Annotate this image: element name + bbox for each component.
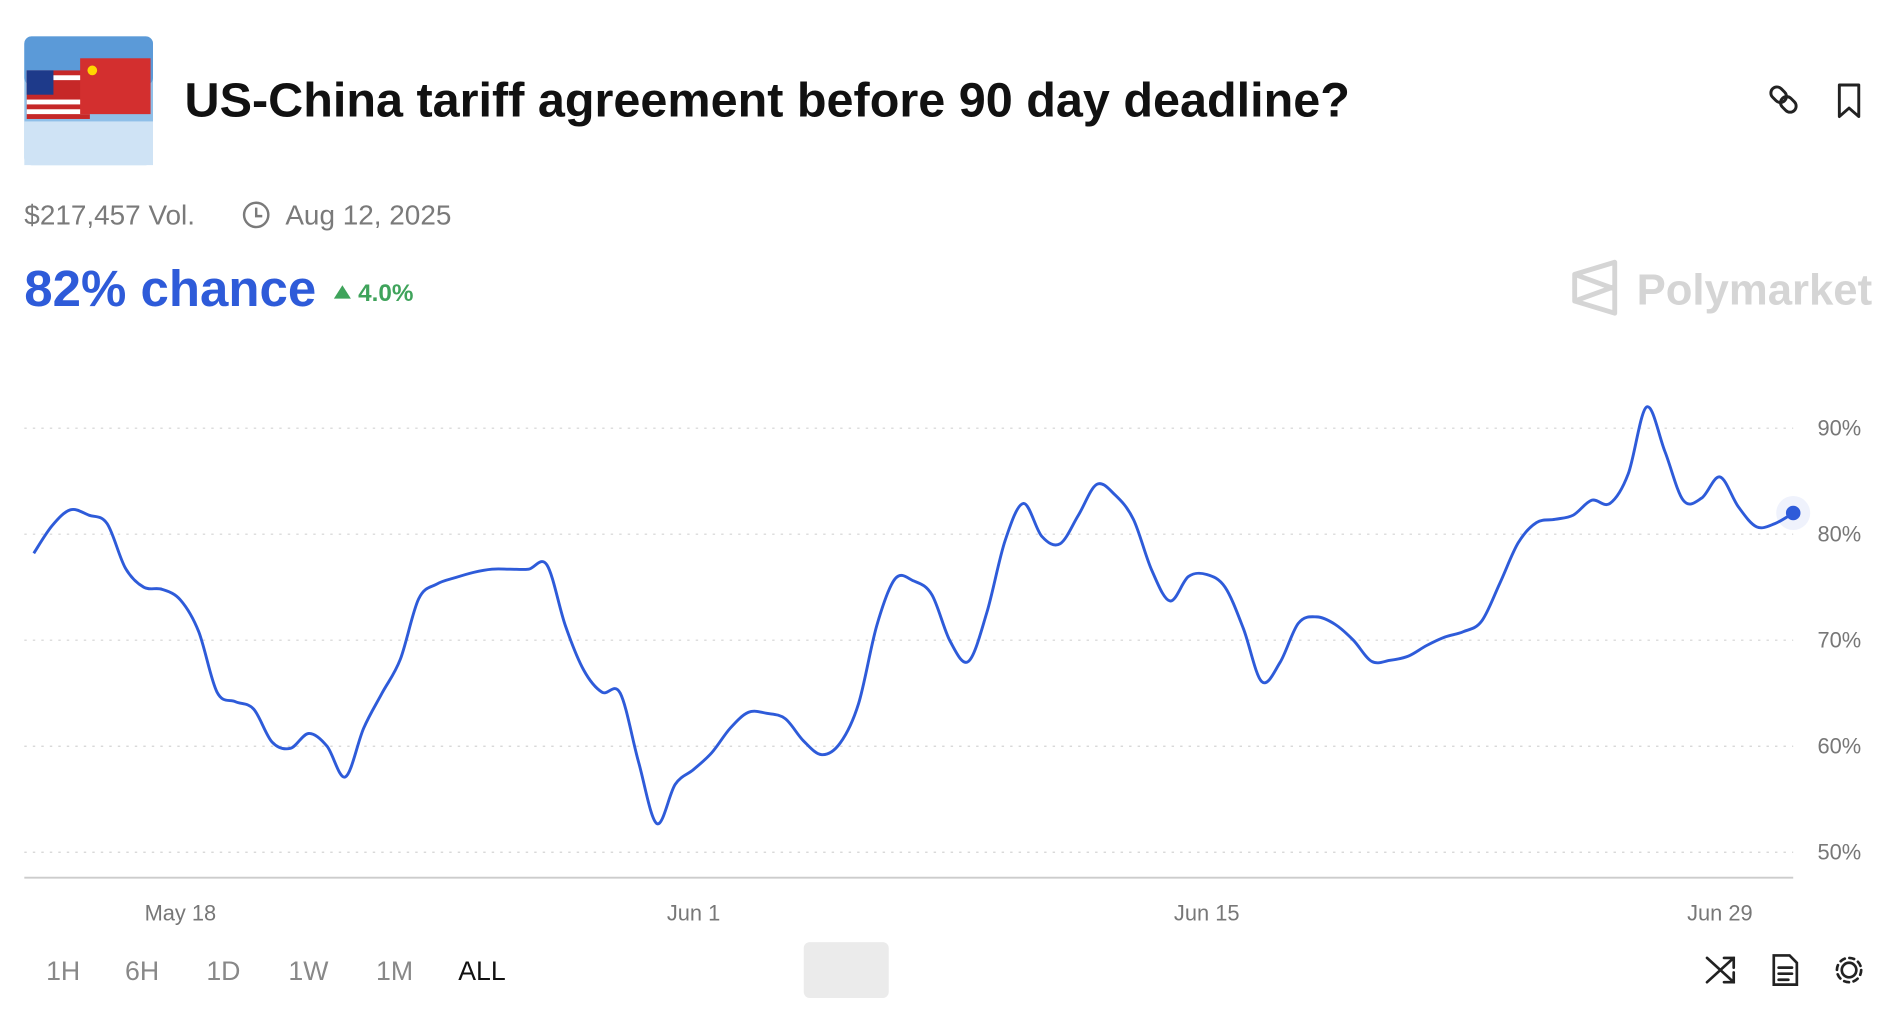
- chance: 82% chance: [24, 260, 316, 317]
- range-label: 6H: [125, 956, 159, 986]
- thumbnail: [24, 36, 153, 166]
- x-tick-label: May 18: [145, 900, 217, 925]
- range-label: 1M: [376, 956, 413, 986]
- range-label: 1W: [288, 956, 329, 986]
- range-label: ALL: [458, 956, 506, 986]
- notes-button[interactable]: [1772, 954, 1799, 986]
- up-arrow: [333, 285, 351, 299]
- title: US-China tariff agreement before 90 day …: [185, 74, 1350, 128]
- range-label: 1D: [206, 956, 240, 986]
- toolbar: [1705, 954, 1863, 986]
- change: 4.0%: [358, 280, 413, 307]
- y-tick-label: 50%: [1817, 839, 1861, 864]
- plot: 50% 60% 70% 80% 90% May 18 Jun 1 Jun 15 Jun 29: [24, 405, 1861, 925]
- bookmark-button[interactable]: [1837, 83, 1861, 119]
- range-button[interactable]: 1H: [46, 956, 80, 986]
- clock-icon: [242, 201, 270, 229]
- y-tick-label: 90%: [1817, 415, 1861, 440]
- range-button[interactable]: 6H: [125, 956, 159, 986]
- range-selector: 1H 6H 1D 1W 1M ALL: [46, 942, 889, 998]
- range-button[interactable]: 1D: [206, 956, 240, 986]
- range-button[interactable]: 1M: [376, 956, 413, 986]
- x-tick-label: Jun 29: [1687, 900, 1753, 925]
- x-tick-label: Jun 1: [667, 900, 720, 925]
- range-button[interactable]: 1W: [288, 956, 329, 986]
- range-label: 1H: [46, 956, 80, 986]
- range-button[interactable]: ALL: [458, 942, 889, 998]
- brand: Polymarket: [1637, 266, 1873, 315]
- shuffle-button[interactable]: [1705, 956, 1736, 984]
- volume: $217,457 Vol.: [24, 200, 195, 231]
- range-button-bg: [803, 942, 889, 998]
- price-line: [32, 405, 1794, 826]
- settings-button[interactable]: [1835, 956, 1863, 984]
- end-date: Aug 12, 2025: [285, 200, 451, 231]
- y-tick-label: 70%: [1817, 627, 1861, 652]
- brand-logo: [1572, 259, 1618, 316]
- x-tick-label: Jun 15: [1174, 900, 1240, 925]
- y-tick-label: 80%: [1817, 521, 1861, 546]
- link-button[interactable]: [1768, 84, 1798, 114]
- y-tick-label: 60%: [1817, 733, 1861, 758]
- last-point: [1785, 505, 1801, 521]
